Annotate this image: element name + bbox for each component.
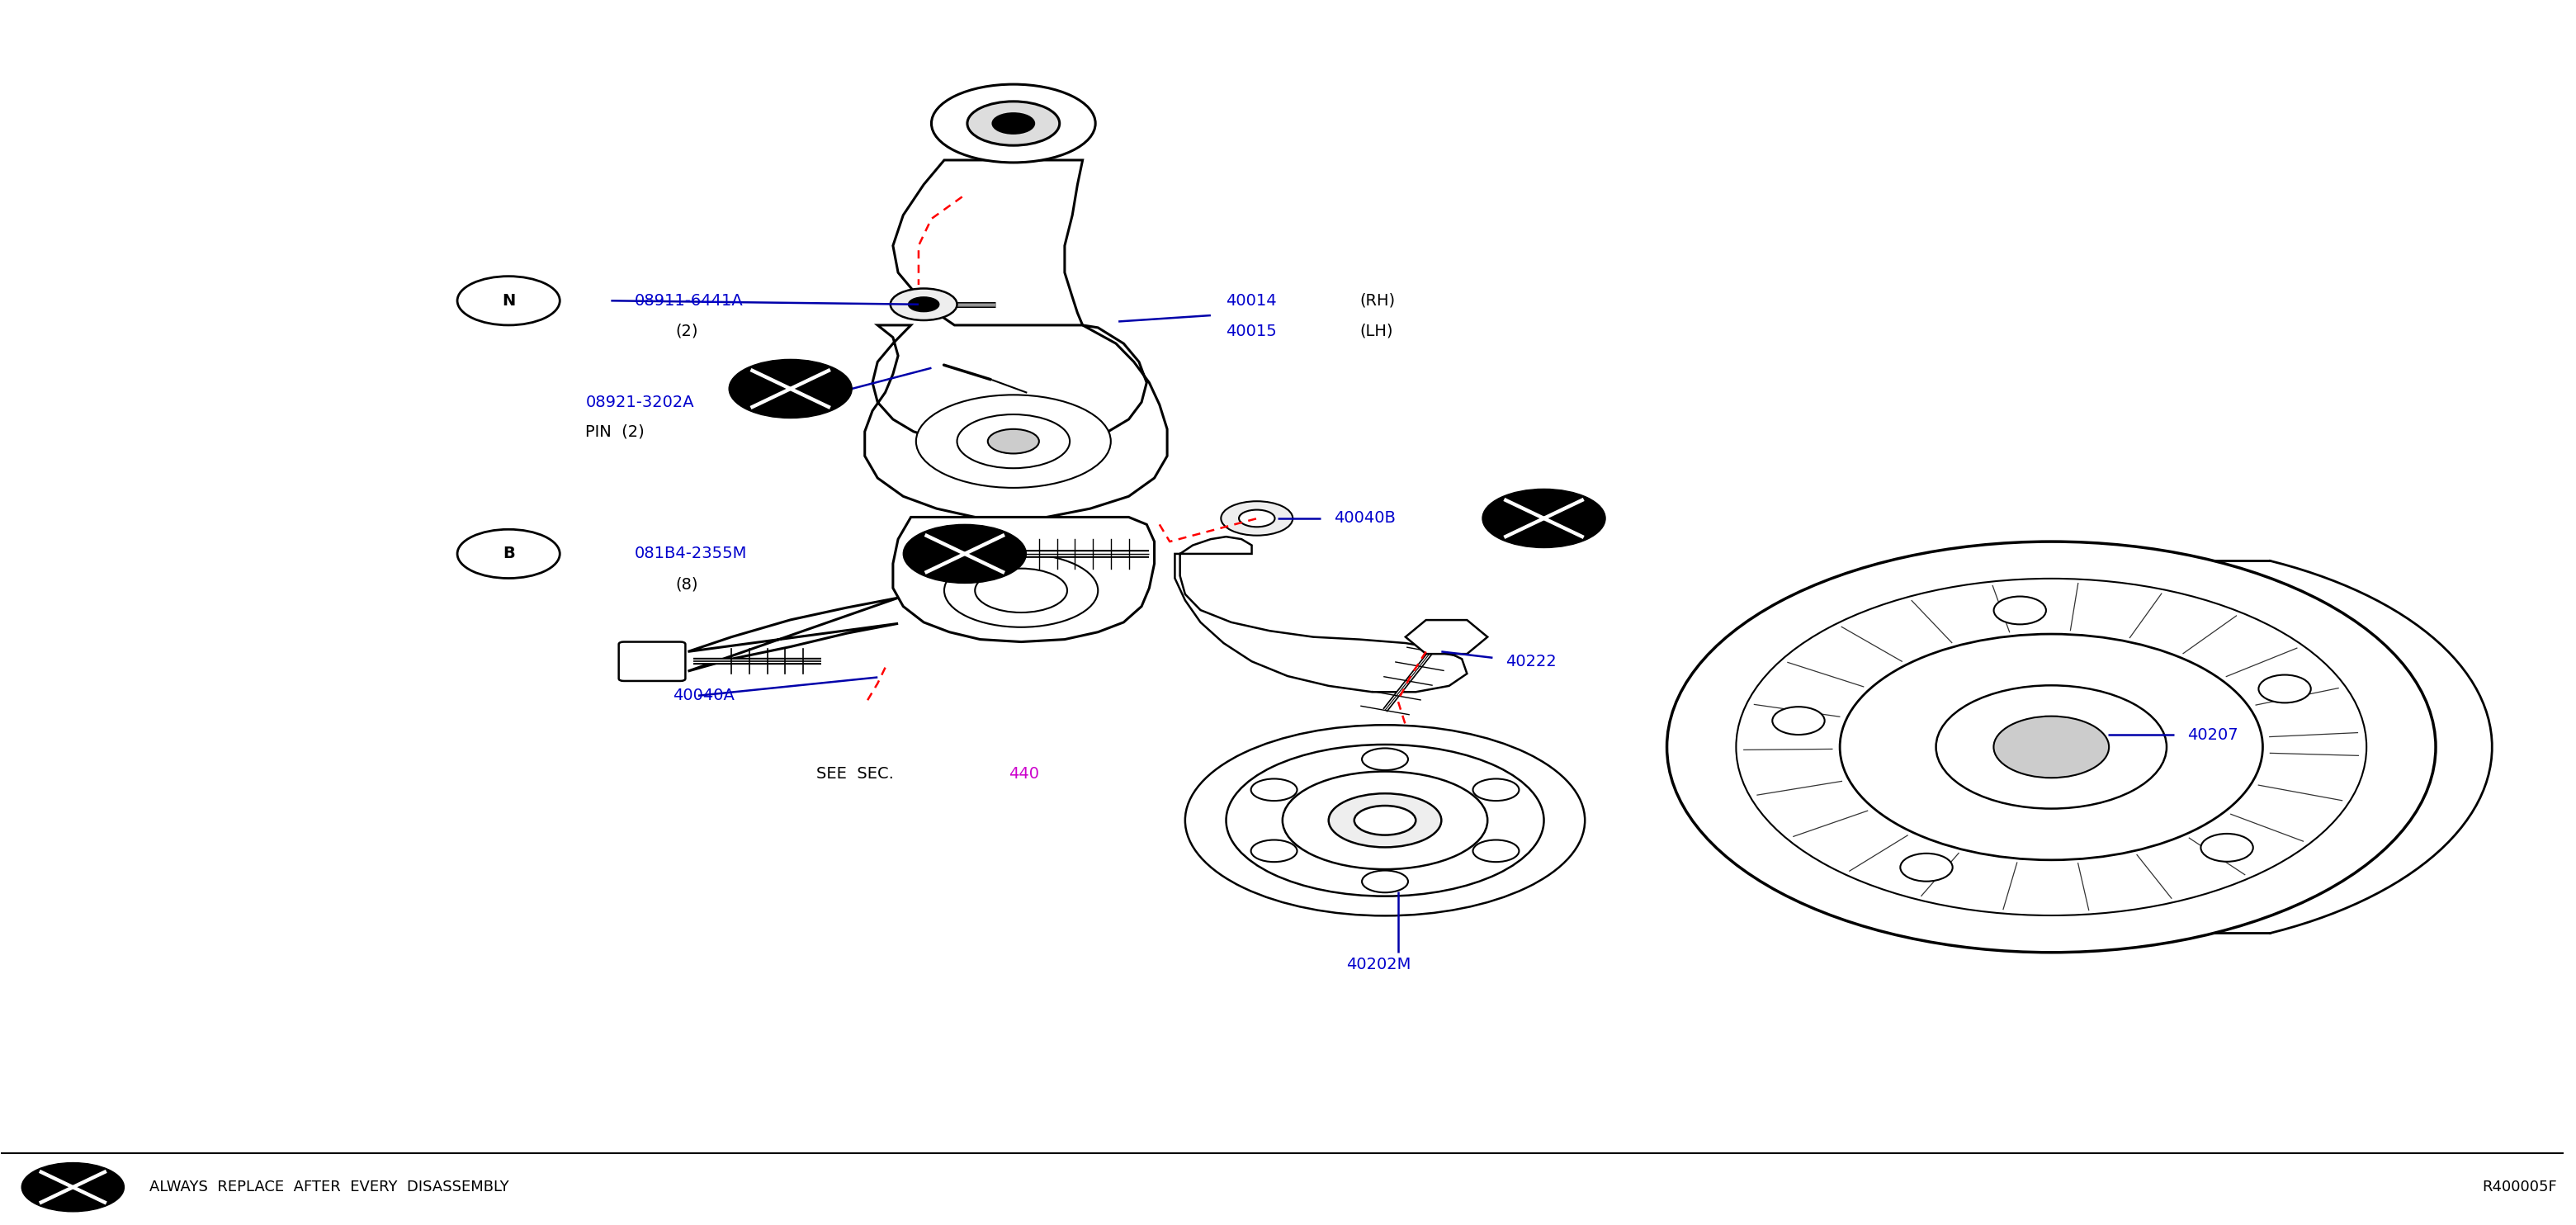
Circle shape	[933, 85, 1095, 163]
Circle shape	[1239, 510, 1275, 527]
Circle shape	[945, 554, 1097, 627]
Circle shape	[904, 524, 1025, 583]
Circle shape	[974, 568, 1066, 612]
Circle shape	[1473, 779, 1520, 801]
FancyBboxPatch shape	[618, 642, 685, 681]
Text: (LH): (LH)	[1360, 323, 1394, 339]
Ellipse shape	[1937, 685, 2166, 808]
Polygon shape	[894, 517, 1154, 642]
Circle shape	[1283, 772, 1486, 870]
Text: 440: 440	[1007, 766, 1038, 782]
Text: (RH): (RH)	[1360, 293, 1396, 309]
Circle shape	[729, 359, 853, 418]
Circle shape	[992, 114, 1033, 134]
Text: SEE  SEC.: SEE SEC.	[817, 766, 894, 782]
Text: 08911-6441A: 08911-6441A	[634, 293, 742, 309]
Text: 081B4-2355M: 081B4-2355M	[634, 546, 747, 561]
Text: (8): (8)	[675, 577, 698, 592]
Circle shape	[1185, 725, 1584, 916]
Ellipse shape	[2200, 834, 2254, 861]
Circle shape	[21, 1163, 124, 1212]
Circle shape	[1252, 779, 1298, 801]
Circle shape	[1252, 840, 1298, 862]
Circle shape	[987, 429, 1038, 453]
Text: 40222: 40222	[1504, 654, 1556, 669]
Circle shape	[1363, 871, 1409, 893]
Polygon shape	[935, 532, 1015, 576]
Circle shape	[1481, 489, 1605, 548]
Polygon shape	[894, 160, 1082, 325]
Circle shape	[1221, 501, 1293, 535]
Circle shape	[1226, 745, 1543, 897]
Ellipse shape	[1667, 541, 2437, 952]
Text: 40015: 40015	[1226, 323, 1278, 339]
Text: B: B	[502, 546, 515, 561]
Polygon shape	[688, 598, 899, 671]
Circle shape	[891, 288, 958, 320]
Polygon shape	[1406, 620, 1486, 654]
Circle shape	[917, 394, 1110, 488]
Text: N: N	[502, 293, 515, 309]
Ellipse shape	[1772, 707, 1824, 735]
Text: (2): (2)	[675, 323, 698, 339]
Circle shape	[958, 414, 1069, 468]
Ellipse shape	[1839, 635, 2262, 860]
Text: 40202M: 40202M	[1347, 957, 1412, 973]
Text: ALWAYS  REPLACE  AFTER  EVERY  DISASSEMBLY: ALWAYS REPLACE AFTER EVERY DISASSEMBLY	[149, 1180, 510, 1194]
Text: 40040A: 40040A	[672, 687, 734, 703]
Ellipse shape	[1994, 597, 2045, 625]
Text: 40207: 40207	[2187, 726, 2239, 742]
Circle shape	[1355, 806, 1417, 835]
Text: 08921-3202A: 08921-3202A	[585, 394, 693, 410]
Polygon shape	[1175, 537, 1466, 692]
Text: PIN  (2): PIN (2)	[585, 424, 644, 440]
Ellipse shape	[1901, 854, 1953, 881]
Circle shape	[1363, 748, 1409, 771]
Circle shape	[1473, 840, 1520, 862]
Text: 40014: 40014	[1226, 293, 1278, 309]
Text: 40040B: 40040B	[1334, 511, 1396, 527]
Circle shape	[909, 296, 940, 311]
Ellipse shape	[2259, 675, 2311, 703]
Circle shape	[1329, 794, 1443, 848]
Polygon shape	[866, 325, 1167, 519]
Text: R400005F: R400005F	[2481, 1180, 2558, 1194]
Circle shape	[966, 102, 1059, 146]
Ellipse shape	[1994, 717, 2110, 778]
